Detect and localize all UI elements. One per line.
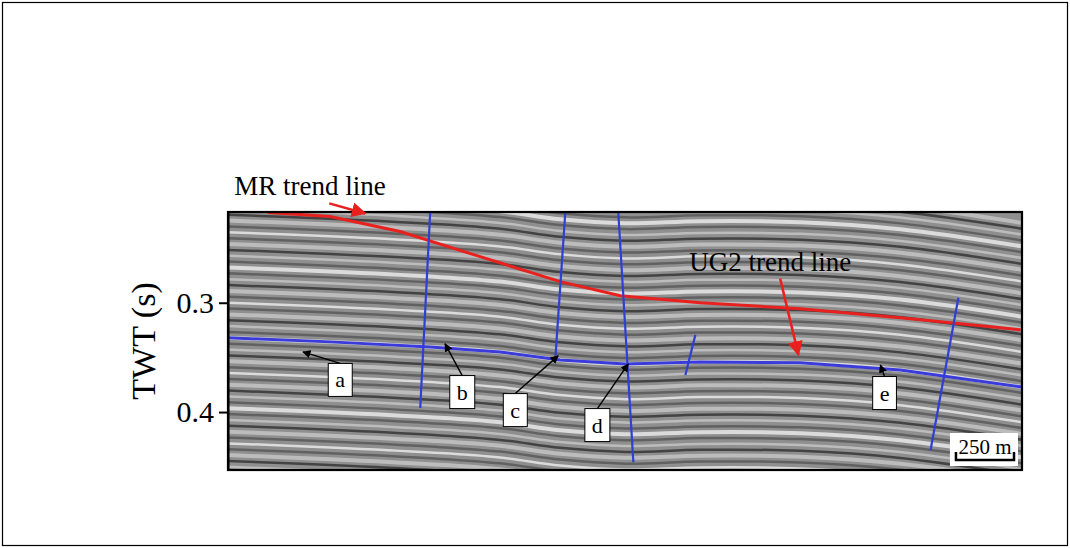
annotation-arrow: [780, 279, 798, 355]
annotation-text: e: [880, 381, 890, 406]
callout-box: [873, 377, 897, 410]
callout: b: [445, 344, 475, 409]
figure-frame: [3, 3, 1068, 546]
callout: e: [873, 365, 897, 410]
fault-line: [618, 212, 633, 462]
callout-box: [585, 409, 610, 442]
callout: c: [503, 356, 558, 427]
seismic-reflector: [228, 402, 1022, 451]
scale-bar-background: [950, 433, 1018, 466]
callout-box: [450, 376, 475, 409]
callout: a: [303, 352, 352, 396]
scale-bar-label: 250 m: [958, 435, 1011, 459]
seismic-reflector: [228, 238, 1022, 287]
seismic-reflector: [228, 408, 1022, 457]
seismic-reflector: [228, 215, 1022, 264]
fault-line: [420, 212, 430, 408]
annotation-text: MR trend line: [234, 171, 385, 201]
plot-area: [228, 212, 1022, 470]
annotation-arrow: [329, 203, 365, 213]
seismic-reflector: [228, 350, 1022, 399]
seismic-reflector: [228, 455, 1022, 470]
fault-line: [555, 212, 565, 362]
trend-label: UG2 trend line: [689, 247, 851, 355]
trend-label: MR trend line: [234, 171, 385, 213]
y-tick: 0.4: [177, 395, 229, 428]
y-tick-mark: [219, 412, 228, 414]
fault-line: [931, 298, 959, 451]
annotation-text: b: [457, 380, 468, 405]
annotation-arrow: [303, 352, 340, 363]
y-axis-title: TWT (s): [125, 282, 163, 399]
y-tick-mark: [219, 302, 228, 304]
seismic-reflector: [228, 221, 1022, 270]
annotation-arrow: [445, 344, 462, 376]
callout-box: [328, 363, 352, 396]
seismic-reflector: [228, 461, 1022, 470]
plot-frame: [228, 212, 1022, 470]
figure: 0.3 0.4 TWT (s) MR trend line UG2 trend line…: [0, 0, 1070, 548]
callout: d: [585, 364, 628, 442]
fault-line: [685, 335, 695, 375]
seismic-reflector: [228, 262, 1022, 311]
seismic-reflector: [228, 244, 1022, 293]
seismic-texture: [228, 212, 1022, 470]
annotation-text: UG2 trend line: [689, 247, 851, 277]
annotation-arrow: [597, 364, 628, 409]
y-axis-line: [228, 213, 230, 471]
annotation-arrow: [515, 356, 558, 394]
y-tick: 0.3: [177, 286, 229, 319]
scale-bar-line: [956, 452, 1014, 460]
annotation-text: c: [510, 398, 520, 423]
annotation-text: a: [335, 367, 345, 392]
seismic-reflector: [228, 361, 1022, 410]
horizon-line: [268, 212, 1021, 329]
y-tick-label: 0.3: [177, 286, 215, 319]
y-axis: 0.3 0.4: [177, 213, 229, 471]
callout-box: [503, 394, 527, 427]
y-tick-label: 0.4: [177, 395, 215, 428]
annotations: MR trend line UG2 trend line a b c d e: [234, 171, 896, 441]
scale-bar: 250 m: [950, 433, 1018, 466]
annotation-arrow: [880, 365, 884, 377]
annotation-text: d: [592, 413, 603, 438]
